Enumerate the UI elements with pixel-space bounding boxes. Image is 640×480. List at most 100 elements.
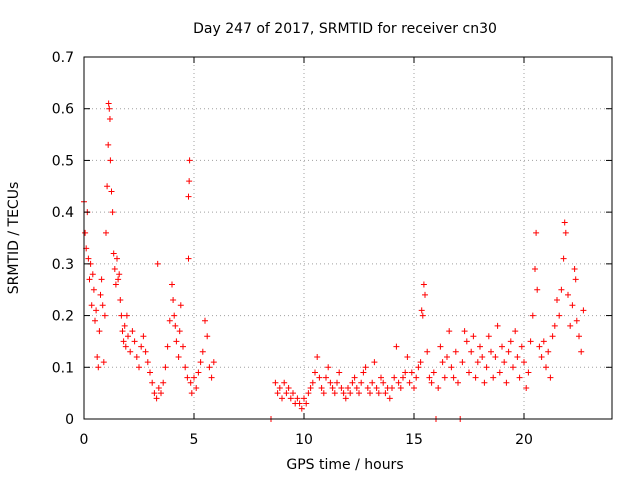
data-point xyxy=(323,374,329,381)
y-tick-labels: 0 0.1 0.2 0.3 0.4 0.5 0.6 0.7 xyxy=(52,50,74,428)
y-tick-label: 0.6 xyxy=(52,102,74,118)
data-point xyxy=(305,390,312,397)
data-point xyxy=(380,379,387,386)
data-point xyxy=(314,353,321,360)
plot-frame xyxy=(83,56,613,420)
data-point xyxy=(140,333,147,340)
data-point xyxy=(408,369,415,376)
data-point xyxy=(571,266,578,273)
data-point xyxy=(119,328,126,335)
data-point xyxy=(296,400,303,407)
data-point xyxy=(518,343,525,350)
data-point xyxy=(556,312,563,319)
data-point xyxy=(90,286,97,293)
data-point xyxy=(172,322,179,329)
data-point xyxy=(138,343,145,350)
data-point xyxy=(496,369,503,376)
data-point xyxy=(89,271,96,278)
data-point xyxy=(312,369,318,376)
data-point xyxy=(334,379,340,386)
data-point xyxy=(529,312,536,319)
data-point xyxy=(494,322,501,329)
y-tick-label: 0 xyxy=(65,412,74,428)
data-point xyxy=(298,405,305,412)
data-point xyxy=(206,364,213,371)
data-point xyxy=(578,348,585,355)
data-point xyxy=(347,390,354,397)
gridlines xyxy=(84,57,612,419)
data-point xyxy=(276,384,283,391)
data-point xyxy=(547,374,554,381)
data-point xyxy=(406,379,413,386)
axis-ticks xyxy=(83,56,612,420)
data-point xyxy=(426,374,433,381)
data-point xyxy=(567,322,574,329)
data-point xyxy=(185,255,192,262)
data-point xyxy=(521,359,527,366)
data-point xyxy=(492,353,499,360)
data-point xyxy=(353,384,360,391)
data-point xyxy=(125,333,131,340)
data-point xyxy=(549,333,556,340)
data-point xyxy=(106,116,113,123)
data-point xyxy=(527,338,534,345)
data-point xyxy=(536,343,543,350)
data-point xyxy=(532,266,538,273)
data-point xyxy=(477,343,483,350)
data-point xyxy=(162,364,169,371)
x-tick-label: 0 xyxy=(80,432,89,448)
data-point xyxy=(452,348,459,355)
data-point xyxy=(468,348,475,355)
data-point xyxy=(512,328,519,335)
data-point xyxy=(411,384,417,391)
data-point xyxy=(175,353,182,360)
data-point xyxy=(186,157,193,164)
data-point xyxy=(386,395,393,402)
data-point xyxy=(369,379,376,386)
data-point xyxy=(417,359,424,366)
data-point xyxy=(545,348,552,355)
data-point xyxy=(116,271,123,278)
data-point xyxy=(367,390,373,397)
data-point xyxy=(111,266,118,273)
data-point xyxy=(101,312,108,319)
y-axis-title: SRMTID / TECUs xyxy=(6,182,22,295)
data-point xyxy=(422,291,428,298)
data-point xyxy=(170,297,177,304)
data-point xyxy=(303,400,310,407)
data-point xyxy=(82,229,89,236)
data-point xyxy=(437,343,444,350)
data-point xyxy=(565,291,571,298)
data-point xyxy=(371,359,378,366)
data-point xyxy=(127,348,134,355)
data-point xyxy=(373,384,380,391)
data-point xyxy=(309,379,316,386)
data-point xyxy=(413,374,420,381)
data-point xyxy=(435,384,442,391)
data-point xyxy=(424,348,431,355)
data-point xyxy=(378,374,384,381)
data-point xyxy=(95,364,102,371)
data-point xyxy=(105,100,112,107)
data-point xyxy=(187,379,194,386)
data-point xyxy=(272,379,279,386)
data-point xyxy=(120,338,127,345)
data-point xyxy=(501,359,508,366)
data-point xyxy=(105,141,112,148)
data-point xyxy=(474,359,481,366)
data-point xyxy=(176,328,183,335)
data-point xyxy=(117,297,124,304)
data-point xyxy=(197,359,204,366)
data-point xyxy=(316,374,323,381)
data-point xyxy=(160,379,167,386)
data-point xyxy=(533,229,540,236)
data-point xyxy=(158,390,164,397)
data-point xyxy=(463,338,470,345)
data-point xyxy=(118,312,125,319)
data-point xyxy=(485,333,492,340)
y-tick-label: 0.3 xyxy=(52,257,74,273)
data-point xyxy=(287,395,294,402)
data-point xyxy=(569,302,576,309)
data-point xyxy=(186,178,193,185)
data-point xyxy=(418,307,425,314)
